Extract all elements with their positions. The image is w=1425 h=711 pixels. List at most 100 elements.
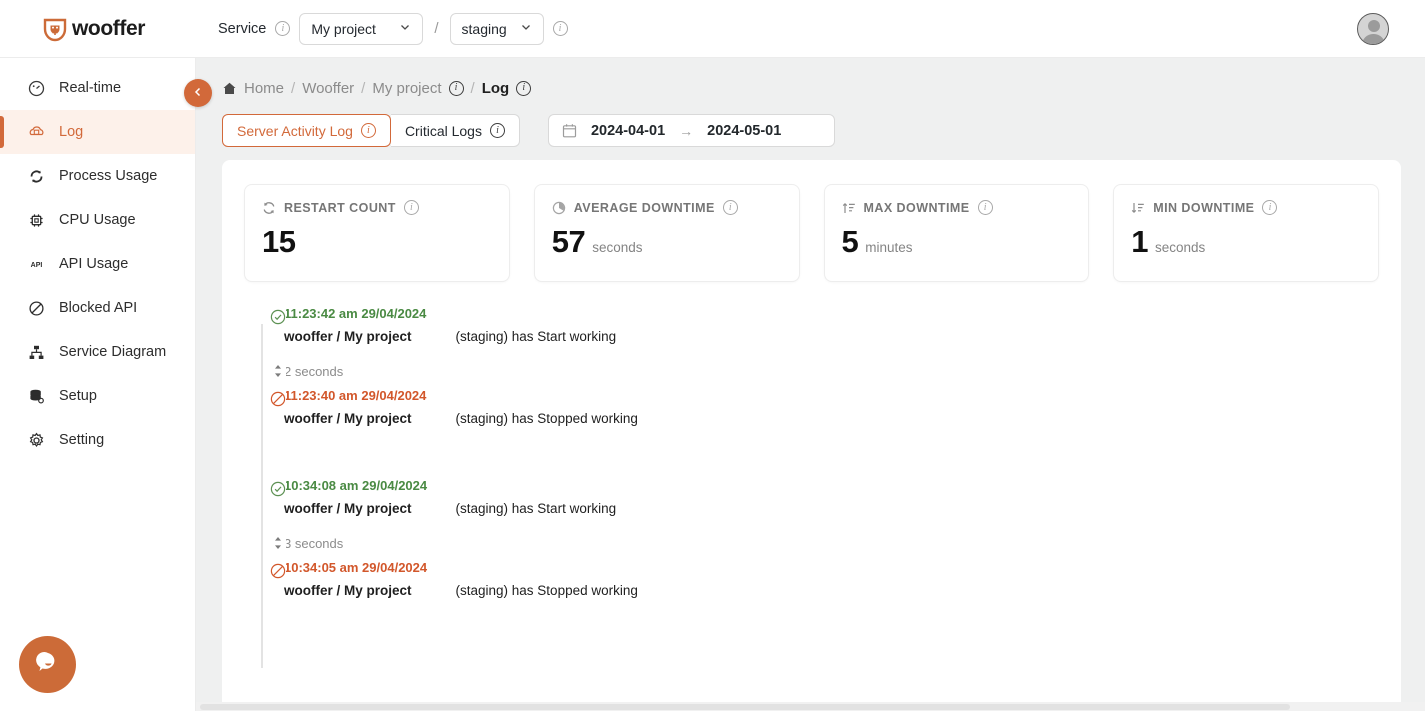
tab-critical-logs[interactable]: Critical Logs i <box>390 114 520 147</box>
environment-select[interactable]: staging <box>449 12 544 45</box>
sort-descending-icon <box>1131 201 1145 215</box>
project-select[interactable]: My project <box>299 12 424 45</box>
timeline-message: (staging) has Start working <box>455 329 617 344</box>
restart-arrow-icon <box>262 201 276 215</box>
timeline-message: (staging) has Stopped working <box>455 411 638 426</box>
stat-card-body: 5 minutes <box>842 226 1072 257</box>
svg-text:API: API <box>31 262 43 269</box>
sidebar-item-api-usage[interactable]: API API Usage <box>0 242 195 286</box>
timeline-event-content: 11:23:42 am 29/04/2024 wooffer / My proj… <box>284 306 616 354</box>
stat-card-header: AVERAGE DOWNTIME i <box>552 200 782 215</box>
sidebar-item-setting[interactable]: Setting <box>0 418 195 462</box>
sidebar: Real-time Log Process Usage CPU Usage <box>0 58 196 711</box>
timeline-detail: wooffer / My project (staging) has Start… <box>284 329 616 344</box>
date-range-picker[interactable]: 2024-04-01 → 2024-05-01 <box>547 114 835 147</box>
timeline-event[interactable]: 11:23:40 am 29/04/2024 wooffer / My proj… <box>260 388 1379 436</box>
avatar-body <box>1362 34 1385 44</box>
sidebar-item-label: Blocked API <box>59 300 138 316</box>
blocked-circle-icon <box>269 390 286 407</box>
log-tab-group: Server Activity Log i Critical Logs i <box>222 114 520 147</box>
sidebar-item-label: Setting <box>59 432 105 448</box>
stat-card-info-icon[interactable]: i <box>403 200 419 215</box>
stat-card-info-icon[interactable]: i <box>1262 200 1278 215</box>
sidebar-item-log[interactable]: Log <box>0 110 195 154</box>
chevron-down-icon <box>520 20 532 38</box>
breadcrumb-project-info-icon[interactable]: i <box>448 80 464 96</box>
sidebar-item-process-usage[interactable]: Process Usage <box>0 154 195 198</box>
stat-card-value: 1 <box>1131 224 1148 259</box>
sidebar-collapse-button[interactable] <box>184 79 212 107</box>
service-info-icon[interactable]: i <box>275 21 291 36</box>
timeline-event-content: 11:23:40 am 29/04/2024 wooffer / My proj… <box>284 388 638 436</box>
user-avatar-icon[interactable] <box>1357 13 1389 45</box>
stat-card-unit: seconds <box>592 240 643 255</box>
stat-card-min-downtime: MIN DOWNTIME i 1 seconds <box>1113 184 1379 282</box>
duration-arrows-icon <box>269 362 286 379</box>
check-circle-icon <box>269 480 286 497</box>
breadcrumb-log-info-icon[interactable]: i <box>516 80 532 96</box>
sidebar-item-label: Process Usage <box>59 168 158 184</box>
stat-card-header: RESTART COUNT i <box>262 200 492 215</box>
timeline-project: wooffer / My project <box>284 583 412 598</box>
stat-card-info-icon[interactable]: i <box>722 200 738 215</box>
timeline-detail: wooffer / My project (staging) has Start… <box>284 501 616 516</box>
stat-card-value: 15 <box>262 224 296 259</box>
blocked-circle-icon <box>269 562 286 579</box>
timeline-event[interactable]: 11:23:42 am 29/04/2024 wooffer / My proj… <box>260 306 1379 354</box>
timeline-event[interactable]: 10:34:05 am 29/04/2024 wooffer / My proj… <box>260 560 1379 608</box>
stat-card-title: AVERAGE DOWNTIME <box>573 200 715 215</box>
timeline-spacer <box>260 436 1379 478</box>
sidebar-item-label: Real-time <box>59 80 122 96</box>
timeline-timestamp: 11:23:42 am 29/04/2024 <box>284 306 427 321</box>
environment-select-value: staging <box>461 20 507 37</box>
environment-info-icon[interactable]: i <box>552 21 568 36</box>
check-circle-icon <box>269 308 286 325</box>
tab-info-icon[interactable]: i <box>360 123 376 138</box>
main-content: Home / Wooffer / My project i / Log i Se… <box>196 58 1425 711</box>
calendar-icon <box>562 123 577 138</box>
stat-card-body: 15 <box>262 226 492 257</box>
sidebar-item-label: Setup <box>59 388 97 404</box>
sitemap-icon <box>28 344 45 361</box>
stat-card-unit: seconds <box>1155 240 1206 255</box>
timeline-duration: 2 seconds <box>260 354 1379 388</box>
timeline-project: wooffer / My project <box>284 329 412 344</box>
breadcrumb-item-wooffer[interactable]: Wooffer <box>302 79 355 97</box>
timeline-timestamp: 10:34:05 am 29/04/2024 <box>284 560 428 575</box>
stat-card-title: MAX DOWNTIME <box>863 200 970 215</box>
blocked-circle-icon <box>28 300 45 317</box>
brand-logo[interactable]: wooffer <box>0 16 196 42</box>
tab-info-icon[interactable]: i <box>489 123 505 138</box>
sidebar-item-blocked-api[interactable]: Blocked API <box>0 286 195 330</box>
body-row: Real-time Log Process Usage CPU Usage <box>0 58 1425 711</box>
breadcrumb-item-my-project[interactable]: My project <box>372 79 442 97</box>
horizontal-scrollbar[interactable] <box>196 702 1425 711</box>
date-range-end: 2024-05-01 <box>707 122 782 139</box>
sidebar-item-real-time[interactable]: Real-time <box>0 66 195 110</box>
timeline-connector <box>261 324 263 668</box>
breadcrumb-separator: / <box>470 79 475 97</box>
timeline-event[interactable]: 10:34:08 am 29/04/2024 wooffer / My proj… <box>260 478 1379 526</box>
breadcrumb: Home / Wooffer / My project i / Log i <box>222 76 1401 100</box>
breadcrumb-separator: / <box>291 79 296 97</box>
timeline-timestamp: 11:23:40 am 29/04/2024 <box>284 388 427 403</box>
speedometer-icon <box>28 80 45 97</box>
sidebar-item-service-diagram[interactable]: Service Diagram <box>0 330 195 374</box>
stat-card-value: 5 <box>841 224 859 259</box>
home-icon <box>222 81 237 96</box>
sidebar-item-label: Log <box>59 124 84 140</box>
timeline-duration-text: 3 seconds <box>284 535 344 551</box>
breadcrumb-item-home[interactable]: Home <box>244 79 285 97</box>
sidebar-item-setup[interactable]: Setup <box>0 374 195 418</box>
timeline-message: (staging) has Start working <box>455 501 617 516</box>
chat-widget-button[interactable] <box>19 636 76 693</box>
brand-name: wooffer <box>72 16 146 40</box>
scrollbar-thumb[interactable] <box>200 704 1290 710</box>
toolbar: Server Activity Log i Critical Logs i 20… <box>222 114 1401 147</box>
tab-server-activity-log[interactable]: Server Activity Log i <box>222 114 391 147</box>
stat-card-info-icon[interactable]: i <box>977 200 993 215</box>
date-range-start: 2024-04-01 <box>590 122 666 139</box>
avatar-head <box>1367 20 1380 32</box>
sidebar-item-cpu-usage[interactable]: CPU Usage <box>0 198 195 242</box>
database-stack-icon <box>28 388 45 405</box>
